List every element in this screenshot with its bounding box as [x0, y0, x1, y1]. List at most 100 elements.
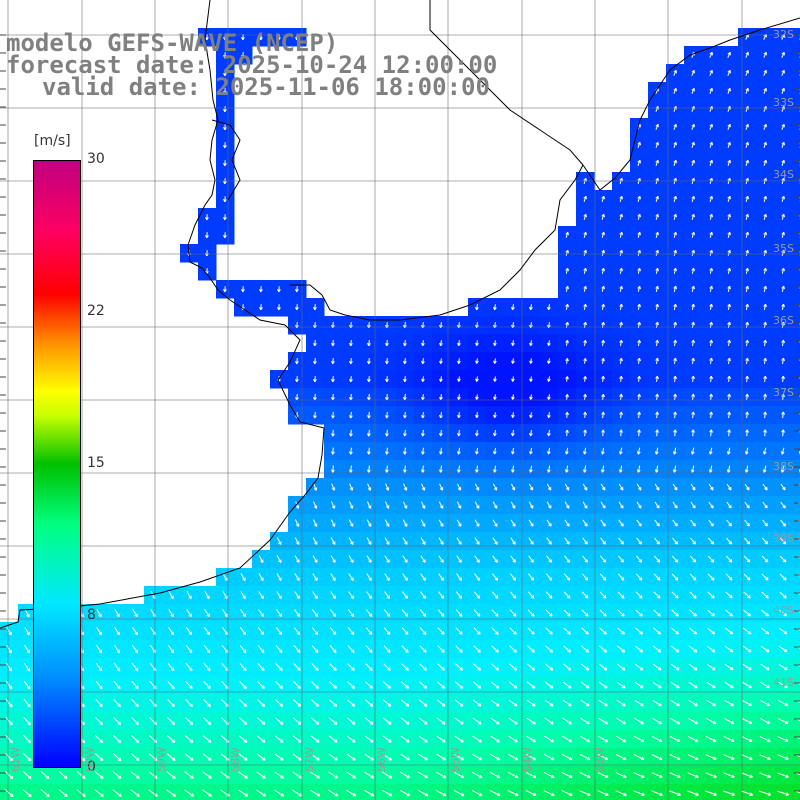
- wind-arrow: [601, 375, 605, 382]
- wind-speed-cell: [36, 784, 55, 800]
- coastline-bay: [290, 164, 584, 321]
- wind-arrow: [112, 735, 122, 744]
- coastline-east: [582, 17, 800, 191]
- wind-arrow: [619, 231, 623, 238]
- wind-arrow: [222, 609, 228, 618]
- wind-arrow: [687, 790, 699, 796]
- wind-arrow: [673, 267, 677, 274]
- wind-arrow: [563, 627, 571, 635]
- wind-arrow: [401, 663, 409, 671]
- wind-arrow: [346, 771, 356, 779]
- wind-arrow: [689, 573, 697, 581]
- wind-arrow: [292, 789, 303, 797]
- wind-arrow: [474, 483, 480, 491]
- wind-arrow: [202, 753, 212, 761]
- wind-arrow: [456, 555, 462, 563]
- wind-arrow: [760, 627, 770, 635]
- wind-arrow: [565, 376, 569, 382]
- wind-arrow: [384, 555, 390, 563]
- wind-arrow: [400, 771, 411, 779]
- wind-arrow: [185, 627, 193, 636]
- wind-arrow: [781, 339, 785, 346]
- wind-arrow: [724, 645, 734, 653]
- wind-arrow: [744, 537, 751, 545]
- wind-arrow: [399, 789, 411, 797]
- wind-arrow: [202, 717, 212, 725]
- wind-arrow: [763, 159, 767, 166]
- wind-arrow: [581, 645, 590, 653]
- wind-arrow: [709, 267, 713, 274]
- wind-speed-cell: [792, 136, 800, 155]
- wind-arrow: [311, 663, 319, 671]
- wind-arrow: [313, 358, 317, 365]
- wind-arrow: [763, 87, 767, 94]
- wind-arrow: [23, 734, 31, 744]
- wind-arrow: [777, 754, 789, 760]
- wind-arrow: [222, 573, 228, 582]
- wind-arrow: [763, 123, 767, 130]
- colorbar-tick-30: 30: [87, 151, 105, 167]
- wind-arrow: [580, 735, 591, 743]
- lon-label-53W: 53W: [593, 747, 606, 772]
- wind-arrow: [745, 51, 749, 58]
- wind-arrow: [673, 393, 677, 401]
- wind-arrow: [763, 249, 767, 256]
- wind-arrow: [563, 591, 571, 599]
- wind-arrow: [527, 609, 535, 617]
- wind-arrow: [670, 699, 680, 707]
- wind-arrow: [673, 375, 677, 382]
- wind-speed-cell: [792, 766, 800, 785]
- wind-arrow: [474, 537, 480, 545]
- wind-arrow: [526, 681, 536, 689]
- wind-arrow: [275, 663, 283, 671]
- wind-speed-cell: [792, 514, 800, 533]
- wind-arrow: [185, 681, 193, 690]
- wind-speed-cell: [378, 784, 397, 800]
- wind-arrow: [745, 195, 749, 202]
- wind-arrow: [601, 249, 605, 256]
- colorbar: [33, 160, 81, 768]
- wind-arrow: [673, 213, 677, 220]
- wind-arrow: [583, 249, 587, 256]
- wind-arrow: [384, 573, 390, 581]
- wind-arrow: [565, 267, 569, 274]
- wind-arrow: [745, 123, 749, 130]
- wind-arrow: [508, 717, 518, 725]
- wind-arrow: [475, 447, 479, 455]
- wind-arrow: [723, 717, 735, 725]
- colorbar-tick-0: 0: [87, 759, 96, 775]
- wind-arrow: [474, 501, 480, 509]
- wind-arrow: [547, 447, 551, 455]
- wind-speed-cell: [630, 784, 649, 800]
- wind-arrow: [240, 609, 246, 618]
- wind-arrow: [331, 429, 335, 437]
- wind-arrow: [615, 790, 627, 797]
- wind-arrow: [529, 304, 533, 311]
- wind-arrow: [778, 663, 788, 671]
- wind-arrow: [473, 627, 481, 635]
- wind-arrow: [508, 699, 518, 707]
- wind-arrow: [294, 591, 300, 600]
- wind-arrow: [167, 680, 175, 690]
- wind-arrow: [709, 411, 713, 419]
- wind-arrow: [761, 573, 769, 581]
- wind-arrow: [367, 393, 371, 401]
- wind-arrow: [381, 789, 393, 797]
- wind-arrow: [744, 465, 749, 473]
- wind-arrow: [707, 627, 716, 635]
- wind-arrow: [401, 627, 409, 635]
- wind-arrow: [277, 304, 281, 311]
- wind-arrow: [528, 519, 534, 527]
- wind-arrow: [202, 789, 212, 797]
- wind-arrow: [238, 717, 248, 725]
- wind-arrow: [385, 429, 389, 437]
- wind-arrow: [727, 213, 731, 220]
- wind-arrow: [777, 736, 789, 742]
- wind-arrow: [564, 519, 570, 527]
- wind-arrow: [420, 519, 426, 527]
- wind-arrow: [112, 753, 122, 762]
- wind-arrow: [454, 717, 464, 725]
- wind-arrow: [475, 430, 479, 437]
- wind-arrow: [367, 358, 371, 365]
- wind-arrow: [238, 753, 248, 761]
